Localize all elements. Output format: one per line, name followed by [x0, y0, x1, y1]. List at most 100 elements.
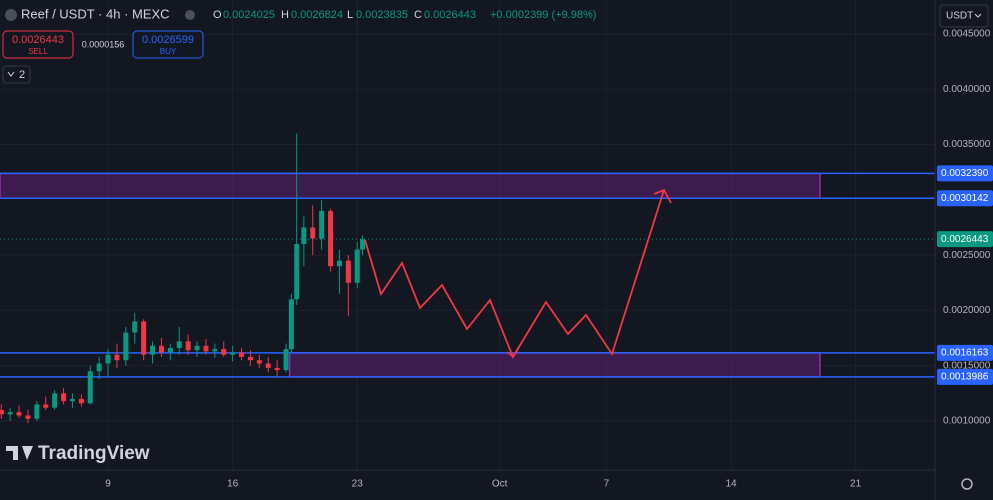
x-tick-label: 23	[352, 479, 364, 490]
open-label: O	[213, 9, 222, 21]
candle-body	[25, 415, 31, 419]
low-label: L	[347, 9, 353, 21]
sell-button[interactable]	[2, 30, 74, 59]
currency-select[interactable]	[939, 4, 989, 28]
y-tick-label: 0.0045000	[943, 29, 991, 40]
sell-label: SELL	[28, 47, 48, 56]
candle-body	[194, 345, 200, 351]
zone	[288, 352, 821, 378]
logo-icon	[6, 446, 33, 460]
candle-body	[105, 354, 111, 364]
level-label: 0.0030142	[941, 193, 989, 204]
settings-icon[interactable]	[961, 478, 973, 490]
candle-body	[167, 348, 173, 353]
y-tick-label: 0.0020000	[943, 305, 991, 316]
candle-body	[132, 321, 138, 333]
y-tick-label: 0.0010000	[943, 416, 991, 427]
candle-body	[265, 363, 271, 368]
candle-body	[158, 345, 164, 353]
close-label: C	[414, 9, 422, 21]
projection-arrowhead	[653, 188, 672, 204]
close-value: 0.0026443	[424, 9, 476, 21]
low-value: 0.0023835	[356, 9, 408, 21]
currency: USDT	[946, 11, 973, 22]
candle-body	[69, 398, 75, 402]
candle-body	[185, 341, 191, 351]
level-label: 0.0032390	[941, 168, 989, 179]
indicators-count: 2	[19, 69, 25, 81]
candle-body	[328, 210, 334, 267]
level-badge	[937, 190, 993, 207]
buy-price: 0.0026599	[142, 34, 194, 46]
candle-body	[274, 367, 280, 371]
chevron	[7, 71, 15, 77]
x-tick-label: 16	[227, 479, 239, 490]
projection-path	[364, 189, 665, 360]
y-tick-label: 0.0015000	[943, 360, 991, 371]
candle-body	[114, 354, 120, 361]
candle-body	[43, 404, 49, 408]
buy-label: BUY	[160, 47, 177, 56]
x-tick-label: 9	[105, 479, 111, 490]
candle-body	[230, 352, 236, 355]
indicators-toggle[interactable]	[2, 65, 31, 84]
high-label: H	[281, 9, 289, 21]
candle-body	[301, 227, 307, 245]
candle-body	[221, 349, 227, 355]
candle-body	[319, 210, 325, 239]
projection-marker	[506, 347, 519, 359]
candle-body	[141, 321, 147, 355]
high-value: 0.0026824	[291, 9, 343, 21]
candle-body	[247, 356, 253, 361]
candle-body	[288, 299, 294, 350]
chevron	[974, 13, 982, 18]
candle-body	[52, 393, 58, 408]
logo-text: TradingView	[38, 443, 150, 464]
last-price-label: 0.0026443	[941, 234, 989, 245]
candle-body	[345, 260, 351, 283]
level-badge	[937, 344, 993, 361]
candle-body	[176, 341, 182, 349]
y-tick-label: 0.0025000	[943, 250, 991, 261]
sell-price: 0.0026443	[12, 34, 64, 46]
candle-body	[203, 345, 209, 352]
level-badge	[937, 165, 993, 182]
candle-body	[0, 409, 4, 415]
candle-body	[256, 360, 262, 364]
symbol-icon[interactable]	[5, 9, 17, 21]
candle-body	[283, 349, 289, 371]
candle-body	[78, 398, 84, 404]
symbol-title[interactable]: Reef / USDT · 4h · MEXC	[21, 6, 170, 21]
change-value: +0.0002399 (+9.98%)	[490, 9, 596, 21]
candle-body	[360, 239, 366, 250]
candle-body	[294, 244, 300, 300]
spread: 0.0000156	[82, 39, 125, 49]
x-tick-label: 14	[725, 479, 737, 490]
candle-body	[87, 371, 93, 404]
open-value: 0.0024025	[223, 9, 275, 21]
level-badge	[937, 368, 993, 385]
candle-body	[310, 227, 316, 239]
candle-body	[96, 363, 102, 372]
candle-body	[354, 249, 360, 283]
candle-body	[34, 404, 40, 419]
x-tick-label: 21	[850, 479, 862, 490]
status-dot	[185, 10, 195, 20]
candle-body	[7, 412, 13, 415]
candle-body	[212, 349, 218, 352]
candle-body	[61, 393, 67, 402]
x-tick-label: Oct	[492, 479, 508, 490]
y-tick-label: 0.0040000	[943, 84, 991, 95]
candle-body	[16, 412, 22, 416]
y-tick-label: 0.0035000	[943, 139, 991, 150]
x-tick-label: 7	[604, 479, 610, 490]
last-price-badge	[937, 231, 993, 248]
candle-body	[336, 260, 342, 267]
level-label: 0.0016163	[941, 347, 989, 358]
buy-button[interactable]	[132, 30, 204, 59]
candle-body	[123, 332, 129, 361]
zone	[0, 172, 821, 200]
candle-body	[150, 345, 156, 355]
